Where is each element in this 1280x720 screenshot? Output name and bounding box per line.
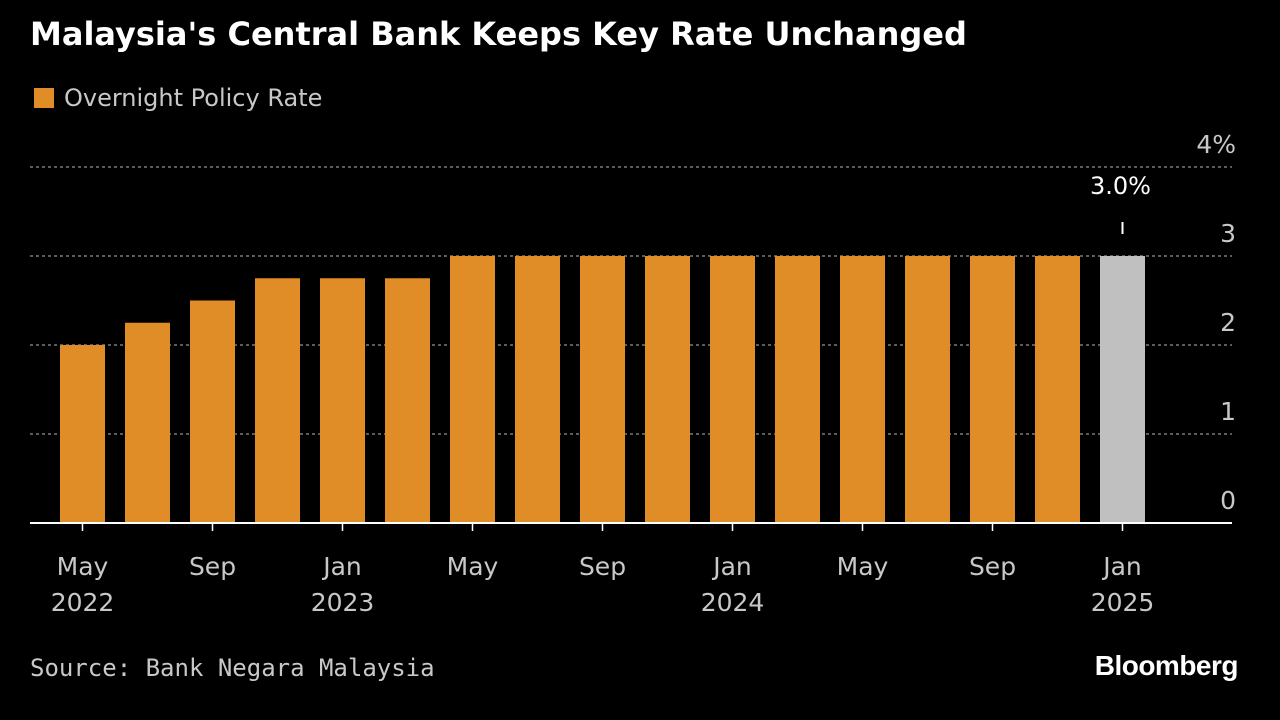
x-tick-year-label: 2022 [51,588,115,617]
bar [710,256,755,523]
bar [645,256,690,523]
bar [905,256,950,523]
x-tick-year-label: 2024 [701,588,765,617]
x-tick-label: Sep [969,552,1016,581]
chart-title: Malaysia's Central Bank Keeps Key Rate U… [30,15,967,53]
x-tick-label: May [57,552,109,581]
highlight-bar [1100,256,1145,523]
y-tick-label: 1 [1220,397,1236,426]
y-tick-label: 3 [1220,219,1236,248]
x-tick-label: Sep [189,552,236,581]
x-tick-label: Jan [1101,552,1142,581]
bar [60,345,105,523]
bar [840,256,885,523]
legend-label: Overnight Policy Rate [64,84,323,112]
x-tick-label: May [837,552,889,581]
legend: Overnight Policy Rate [34,84,322,112]
x-tick-label: Sep [579,552,626,581]
bar [970,256,1015,523]
bar [1035,256,1080,523]
bar [190,300,235,523]
bar [255,278,300,523]
x-tick-year-label: 2025 [1091,588,1155,617]
x-tick-year-label: 2023 [311,588,375,617]
x-tick-label: Jan [711,552,752,581]
bar [320,278,365,523]
y-tick-label: 2 [1220,308,1236,337]
x-tick-label: Jan [321,552,362,581]
bar [125,322,170,523]
bar [450,256,495,523]
bloomberg-logo: Bloomberg [1094,650,1239,681]
legend-swatch [34,88,54,108]
x-tick-label: May [447,552,499,581]
source-note: Source: Bank Negara Malaysia [30,654,435,682]
bar [385,278,430,523]
bar [515,256,560,523]
bar [775,256,820,523]
y-tick-label: 0 [1220,486,1236,515]
data-label: 3.0% [1090,172,1151,200]
bar [580,256,625,523]
y-tick-label: 4% [1196,130,1236,159]
